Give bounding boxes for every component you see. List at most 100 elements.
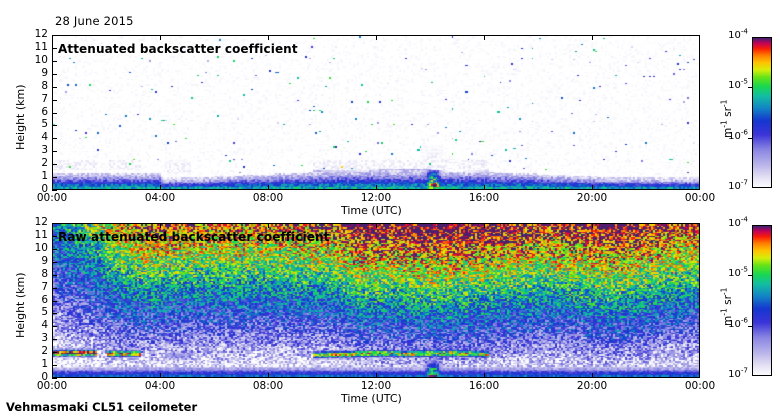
y-tick-mark bbox=[52, 74, 57, 75]
x-tick-label: 04:00 bbox=[144, 380, 176, 392]
colorbar-tick-label: 10-6 bbox=[728, 315, 748, 330]
colorbar-tick-label: 10-4 bbox=[728, 214, 748, 229]
y-tick-mark bbox=[52, 138, 57, 139]
y-tick-mark bbox=[52, 125, 57, 126]
y-tick-mark bbox=[52, 190, 57, 191]
y-tick-mark bbox=[52, 151, 57, 152]
y-tick-label: 12 bbox=[34, 216, 48, 228]
y-tick-label: 2 bbox=[41, 345, 48, 357]
y-tick-mark bbox=[52, 339, 57, 340]
y-tick-label: 7 bbox=[41, 93, 48, 105]
x-tick-mark-top bbox=[484, 35, 485, 40]
x-tick-mark bbox=[592, 185, 593, 190]
panel-attenuated-plot bbox=[52, 35, 700, 190]
y-tick-mark bbox=[52, 313, 57, 314]
x-tick-mark-top bbox=[160, 35, 161, 40]
y-tick-label: 2 bbox=[41, 157, 48, 169]
x-tick-label: 00:00 bbox=[36, 192, 68, 204]
x-tick-mark bbox=[376, 373, 377, 378]
y-tick-mark bbox=[52, 378, 57, 379]
y-tick-label: 12 bbox=[34, 28, 48, 40]
y-tick-label: 4 bbox=[41, 319, 48, 331]
y-tick-label: 1 bbox=[41, 170, 48, 182]
x-tick-mark-top bbox=[376, 35, 377, 40]
panel-attenuated-xlabel: Time (UTC) bbox=[341, 204, 402, 217]
x-tick-mark bbox=[160, 373, 161, 378]
y-tick-label: 5 bbox=[41, 306, 48, 318]
y-tick-mark bbox=[52, 113, 57, 114]
x-tick-mark-top bbox=[376, 223, 377, 228]
colorbar-tick-label: 10-5 bbox=[728, 264, 748, 279]
y-tick-label: 3 bbox=[41, 332, 48, 344]
y-tick-label: 1 bbox=[41, 358, 48, 370]
y-tick-mark bbox=[52, 288, 57, 289]
y-tick-mark bbox=[52, 365, 57, 366]
colorbar-tick-label: 10-7 bbox=[728, 365, 748, 380]
y-tick-label: 6 bbox=[41, 106, 48, 118]
y-tick-label: 9 bbox=[41, 255, 48, 267]
colorbar-tick-mark bbox=[748, 138, 752, 139]
panel-attenuated-title: Attenuated backscatter coefficient bbox=[58, 42, 298, 56]
x-tick-mark bbox=[160, 185, 161, 190]
x-tick-mark bbox=[484, 373, 485, 378]
x-tick-mark-top bbox=[160, 223, 161, 228]
x-tick-label: 00:00 bbox=[36, 380, 68, 392]
y-tick-mark bbox=[52, 249, 57, 250]
y-tick-label: 4 bbox=[41, 131, 48, 143]
y-tick-label: 3 bbox=[41, 144, 48, 156]
y-tick-label: 8 bbox=[41, 80, 48, 92]
x-tick-mark-top bbox=[592, 35, 593, 40]
colorbar-tick-label: 10-5 bbox=[728, 76, 748, 91]
y-tick-mark bbox=[52, 87, 57, 88]
y-tick-mark bbox=[52, 223, 57, 224]
y-tick-label: 0 bbox=[41, 371, 48, 383]
panel-attenuated-colorbar bbox=[752, 37, 772, 188]
x-tick-label: 20:00 bbox=[576, 380, 608, 392]
instrument-caption: Vehmasmaki CL51 ceilometer bbox=[6, 400, 198, 414]
colorbar-tick-mark bbox=[748, 275, 752, 276]
x-tick-label: 16:00 bbox=[468, 380, 500, 392]
y-tick-mark bbox=[52, 236, 57, 237]
y-tick-label: 0 bbox=[41, 183, 48, 195]
x-tick-mark-top bbox=[592, 223, 593, 228]
y-tick-label: 10 bbox=[34, 242, 48, 254]
x-tick-label: 12:00 bbox=[360, 192, 392, 204]
x-tick-label: 00:00 bbox=[684, 380, 716, 392]
y-tick-label: 5 bbox=[41, 118, 48, 130]
y-tick-label: 11 bbox=[34, 41, 48, 53]
x-tick-label: 16:00 bbox=[468, 192, 500, 204]
panel-raw-xlabel: Time (UTC) bbox=[341, 392, 402, 405]
x-tick-mark bbox=[484, 185, 485, 190]
panel-raw-colorbar bbox=[752, 225, 772, 376]
x-tick-mark bbox=[268, 373, 269, 378]
y-tick-label: 9 bbox=[41, 67, 48, 79]
panel-raw-title: Raw attenuated backscatter coefficient bbox=[58, 230, 330, 244]
colorbar-tick-mark bbox=[748, 87, 752, 88]
panel-raw-plot bbox=[52, 223, 700, 378]
colorbar-tick-label: 10-6 bbox=[728, 127, 748, 142]
x-tick-mark-top bbox=[268, 35, 269, 40]
y-tick-mark bbox=[52, 35, 57, 36]
y-tick-mark bbox=[52, 164, 57, 165]
y-tick-mark bbox=[52, 262, 57, 263]
x-tick-label: 04:00 bbox=[144, 192, 176, 204]
x-tick-mark-top bbox=[484, 223, 485, 228]
x-tick-label: 00:00 bbox=[684, 192, 716, 204]
x-tick-mark bbox=[376, 185, 377, 190]
x-tick-mark bbox=[592, 373, 593, 378]
y-tick-mark bbox=[52, 275, 57, 276]
x-tick-label: 08:00 bbox=[252, 192, 284, 204]
colorbar-tick-label: 10-4 bbox=[728, 26, 748, 41]
x-tick-mark bbox=[268, 185, 269, 190]
y-tick-mark bbox=[52, 301, 57, 302]
y-tick-label: 8 bbox=[41, 268, 48, 280]
y-tick-mark bbox=[52, 61, 57, 62]
y-tick-mark bbox=[52, 352, 57, 353]
y-tick-label: 7 bbox=[41, 281, 48, 293]
x-tick-label: 08:00 bbox=[252, 380, 284, 392]
x-tick-label: 12:00 bbox=[360, 380, 392, 392]
y-tick-label: 11 bbox=[34, 229, 48, 241]
y-tick-mark bbox=[52, 48, 57, 49]
y-tick-mark bbox=[52, 326, 57, 327]
